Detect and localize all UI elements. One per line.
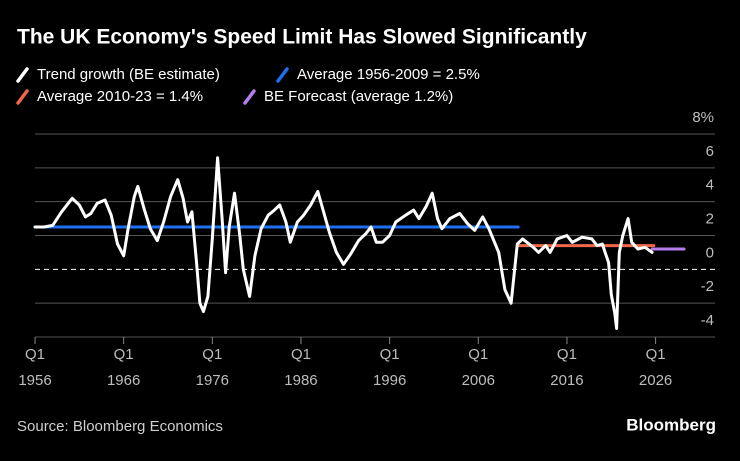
x-tick-label: 2016 xyxy=(550,372,583,389)
y-tick-label: -2 xyxy=(701,278,714,295)
x-tick-label: Q1 xyxy=(25,346,45,363)
legend-label: Average 1956-2009 = 2.5% xyxy=(297,66,480,83)
y-tick-label: 8% xyxy=(692,109,714,126)
x-tick-label: 1976 xyxy=(196,372,229,389)
trend-line xyxy=(33,156,654,330)
x-tick-label: 1956 xyxy=(18,372,51,389)
x-tick-label: 2006 xyxy=(462,372,495,389)
source: Source: Bloomberg Economics xyxy=(17,418,223,435)
y-tick-label: 4 xyxy=(706,177,714,194)
y-tick-label: 6 xyxy=(706,143,714,160)
x-tick-label: 1996 xyxy=(373,372,406,389)
x-tick-label: 1986 xyxy=(284,372,317,389)
legend-swatch xyxy=(243,89,256,105)
y-tick-label: 0 xyxy=(706,244,714,261)
x-tick-label: Q1 xyxy=(468,346,488,363)
y-tick-label: -4 xyxy=(701,312,714,329)
x-tick-label: Q1 xyxy=(202,346,222,363)
x-tick-label: Q1 xyxy=(380,346,400,363)
legend-swatch xyxy=(276,67,289,83)
x-tick-label: 1966 xyxy=(107,372,140,389)
x-tick-label: Q1 xyxy=(557,346,577,363)
legend-swatch xyxy=(16,89,29,105)
x-tick-label: Q1 xyxy=(646,346,666,363)
legend-label: Average 2010-23 = 1.4% xyxy=(37,88,203,105)
legend-label: Trend growth (BE estimate) xyxy=(37,66,220,83)
x-tick-label: Q1 xyxy=(291,346,311,363)
brand: Bloomberg xyxy=(626,415,716,434)
legend-label: BE Forecast (average 1.2%) xyxy=(264,88,453,105)
x-tick-label: Q1 xyxy=(114,346,134,363)
chart-title: The UK Economy's Speed Limit Has Slowed … xyxy=(17,26,587,49)
x-tick-label: 2026 xyxy=(639,372,672,389)
legend-swatch xyxy=(16,67,29,83)
y-tick-label: 2 xyxy=(706,210,714,227)
